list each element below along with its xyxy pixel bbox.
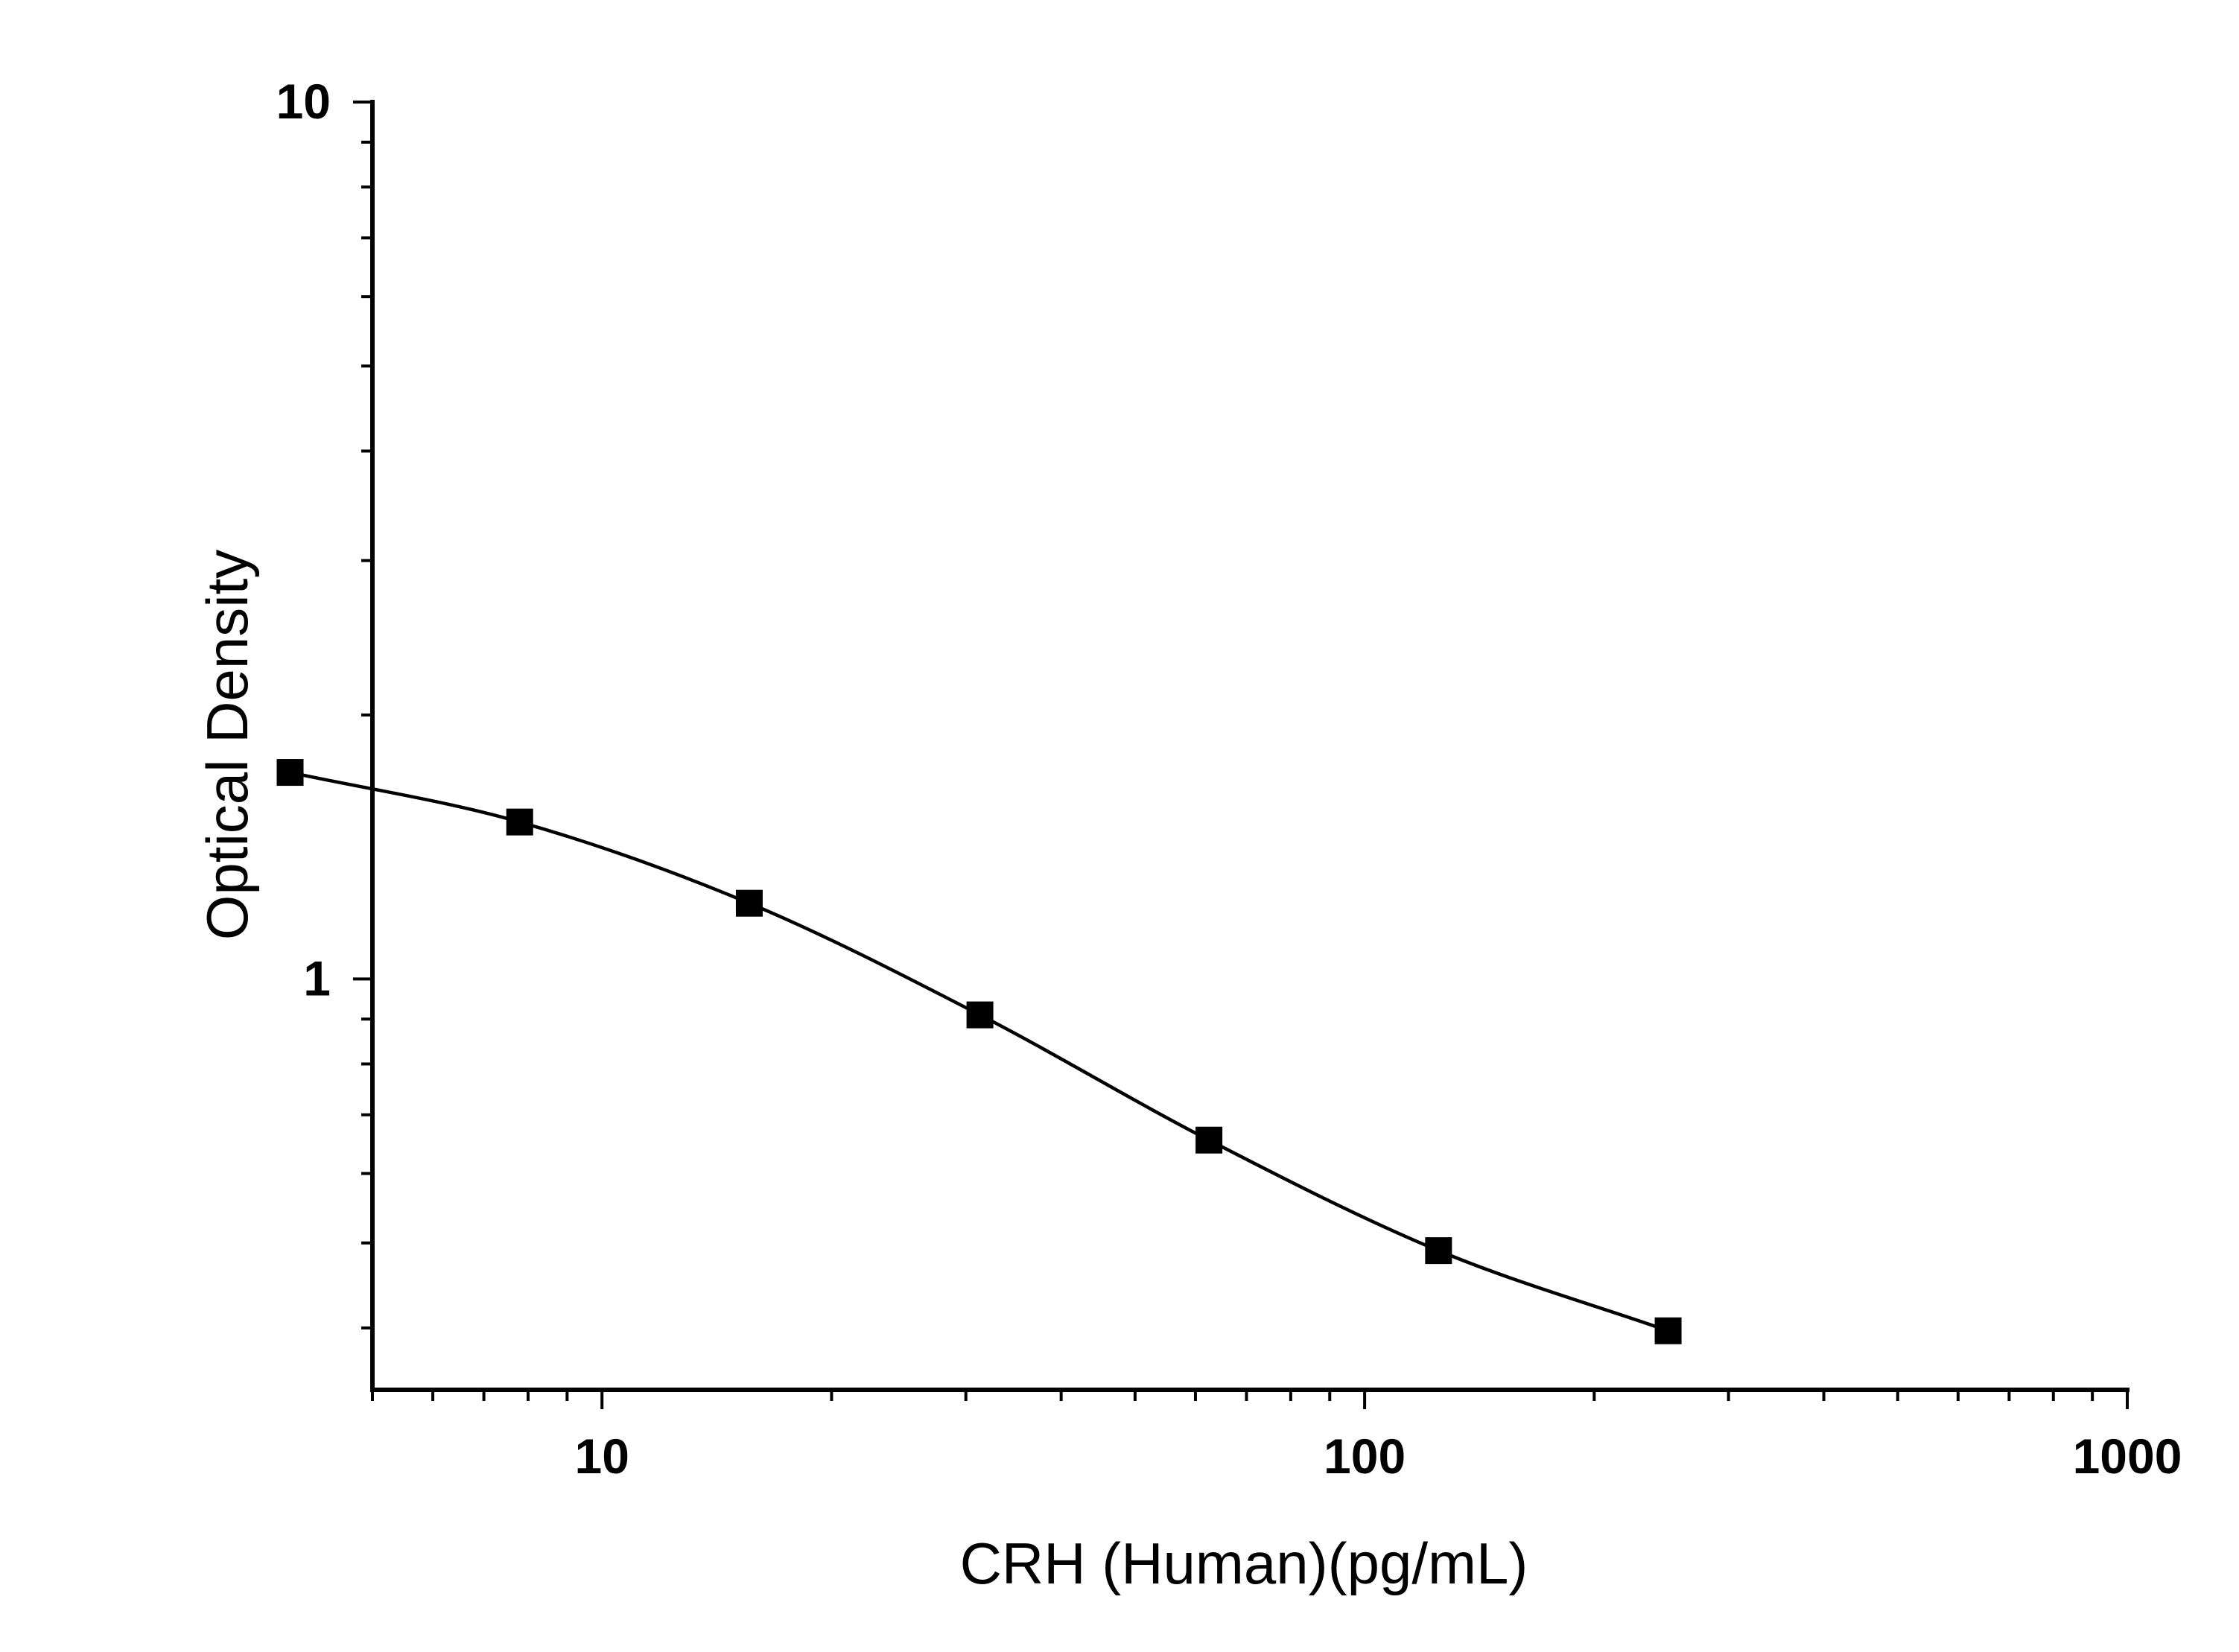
data-points xyxy=(276,759,1682,1344)
data-point-marker xyxy=(506,808,533,836)
y-axis-title: Optical Density xyxy=(194,550,260,941)
axes: 10 100 1000 1 10 xyxy=(276,74,2182,1484)
fit-curve-group xyxy=(290,770,1669,1332)
x-axis-title: CRH (Human)(pg/mL) xyxy=(960,1531,1528,1596)
x-tick-label: 100 xyxy=(1324,1429,1406,1484)
data-point-marker xyxy=(966,1001,994,1029)
data-point-marker xyxy=(1425,1237,1452,1265)
data-point-marker xyxy=(1654,1317,1682,1344)
data-point-marker xyxy=(276,759,304,787)
fit-curve xyxy=(290,770,1669,1332)
x-tick-label: 1000 xyxy=(2073,1429,2182,1484)
data-point-marker xyxy=(735,889,763,917)
y-tick-label: 10 xyxy=(276,74,331,129)
x-tick-label: 10 xyxy=(575,1429,629,1484)
y-tick-label: 1 xyxy=(303,950,331,1006)
data-point-marker xyxy=(1195,1126,1223,1154)
